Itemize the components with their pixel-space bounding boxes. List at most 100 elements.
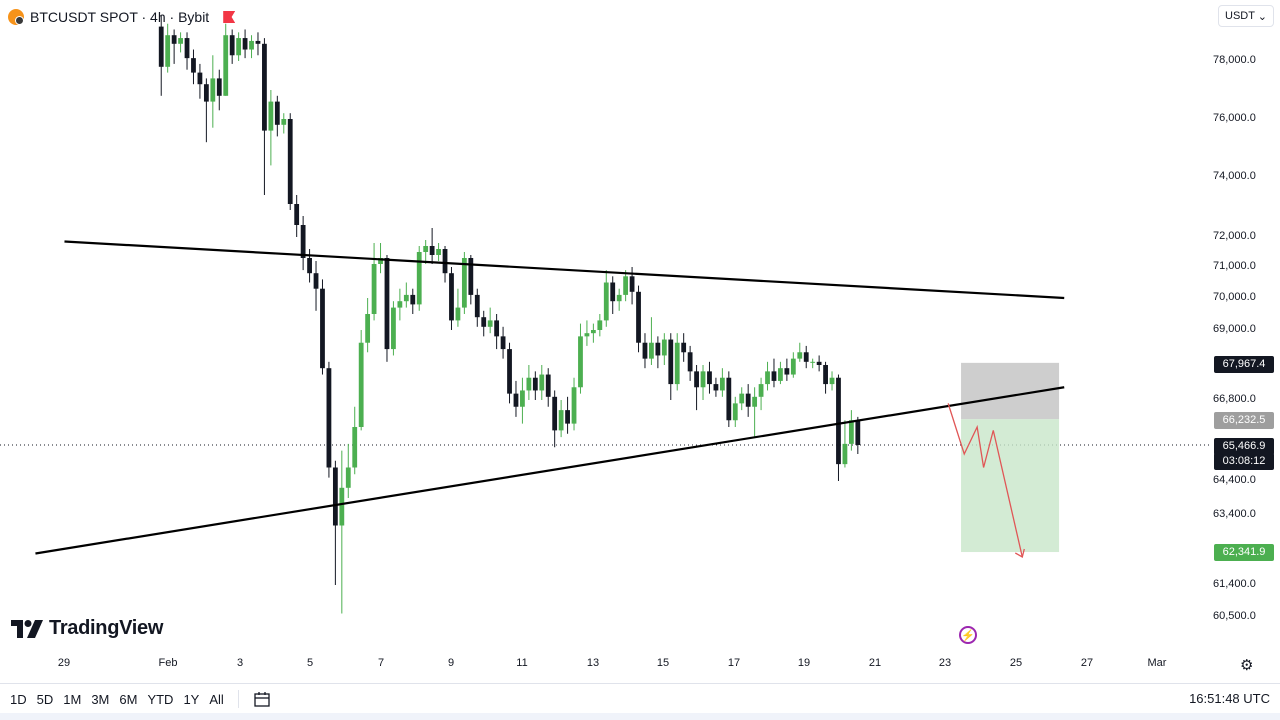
candle-body[interactable]: [687, 352, 693, 372]
candle-body[interactable]: [719, 377, 725, 391]
candle-body[interactable]: [184, 38, 190, 59]
candle-body[interactable]: [552, 396, 558, 431]
range-3m[interactable]: 3M: [91, 691, 110, 707]
candle-body[interactable]: [481, 317, 487, 327]
candle-body[interactable]: [268, 101, 274, 131]
candle-body[interactable]: [855, 420, 861, 445]
candle-body[interactable]: [616, 294, 622, 302]
tradingview-logo[interactable]: TradingView: [11, 617, 163, 640]
candle-body[interactable]: [203, 84, 209, 102]
candle-body[interactable]: [829, 377, 835, 385]
candle-body[interactable]: [649, 342, 654, 359]
candle-body[interactable]: [307, 258, 312, 274]
candle-body[interactable]: [294, 204, 300, 225]
candle-body[interactable]: [765, 371, 770, 385]
candle-body[interactable]: [442, 249, 448, 274]
upper-trendline[interactable]: [64, 240, 1065, 300]
candle-body[interactable]: [668, 339, 674, 385]
candle-body[interactable]: [468, 258, 474, 295]
candle-body[interactable]: [500, 336, 506, 350]
candle-body[interactable]: [403, 294, 409, 302]
candle-body[interactable]: [262, 43, 267, 131]
candle-body[interactable]: [281, 119, 287, 125]
candle-body[interactable]: [629, 276, 635, 292]
candle-body[interactable]: [274, 101, 280, 125]
candle-body[interactable]: [532, 377, 538, 391]
candle-body[interactable]: [771, 371, 777, 381]
utc-clock[interactable]: 16:51:48 UTC: [1189, 691, 1270, 706]
candle-body[interactable]: [384, 258, 390, 350]
candle-body[interactable]: [597, 320, 603, 330]
candle-body[interactable]: [391, 307, 396, 350]
candle-body[interactable]: [436, 249, 441, 255]
candle-body[interactable]: [326, 368, 332, 468]
candle-body[interactable]: [455, 307, 461, 321]
candle-body[interactable]: [655, 342, 661, 356]
candle-body[interactable]: [416, 252, 422, 305]
candle-body[interactable]: [707, 371, 712, 385]
candle-body[interactable]: [810, 361, 816, 363]
candle-body[interactable]: [313, 273, 319, 289]
range-5d[interactable]: 5D: [36, 691, 54, 707]
candle-body[interactable]: [223, 35, 229, 96]
range-6m[interactable]: 6M: [119, 691, 138, 707]
candle-body[interactable]: [513, 393, 519, 407]
candle-body[interactable]: [545, 374, 551, 397]
candle-body[interactable]: [584, 333, 590, 337]
candle-body[interactable]: [178, 38, 183, 44]
candle-body[interactable]: [803, 352, 809, 362]
red-flag-icon[interactable]: [223, 11, 236, 23]
candle-body[interactable]: [397, 301, 403, 308]
candle-body[interactable]: [642, 342, 648, 359]
candle-body[interactable]: [674, 342, 680, 385]
candle-body[interactable]: [352, 427, 358, 468]
candle-body[interactable]: [539, 374, 545, 391]
candle-body[interactable]: [700, 371, 706, 388]
candle-body[interactable]: [410, 294, 416, 305]
candle-body[interactable]: [197, 72, 203, 85]
candle-body[interactable]: [520, 390, 525, 407]
candle-body[interactable]: [790, 358, 796, 375]
candle-body[interactable]: [423, 246, 429, 252]
candle-body[interactable]: [378, 258, 383, 264]
candle-body[interactable]: [778, 368, 783, 381]
candle-body[interactable]: [487, 320, 493, 327]
lightning-icon[interactable]: ⚡: [959, 626, 977, 644]
range-1d[interactable]: 1D: [10, 691, 27, 707]
candle-body[interactable]: [229, 35, 235, 56]
candle-body[interactable]: [565, 410, 570, 424]
candle-body[interactable]: [681, 342, 687, 353]
candle-body[interactable]: [590, 330, 596, 334]
projection-arrow[interactable]: [947, 403, 1023, 558]
price-chart[interactable]: [0, 0, 1280, 680]
candle-body[interactable]: [842, 443, 848, 465]
candle-body[interactable]: [165, 35, 171, 67]
candle-body[interactable]: [732, 403, 738, 421]
candle-body[interactable]: [797, 352, 803, 359]
candle-body[interactable]: [784, 368, 790, 375]
candle-body[interactable]: [236, 38, 242, 56]
candle-body[interactable]: [661, 339, 667, 356]
candle-body[interactable]: [449, 273, 454, 321]
candle-body[interactable]: [242, 38, 248, 50]
candle-body[interactable]: [191, 58, 196, 73]
candle-body[interactable]: [371, 264, 377, 314]
range-1y[interactable]: 1Y: [183, 691, 200, 707]
candle-body[interactable]: [816, 361, 822, 365]
candle-body[interactable]: [558, 410, 564, 431]
candle-body[interactable]: [578, 336, 583, 388]
range-all[interactable]: All: [209, 691, 224, 707]
candle-body[interactable]: [571, 387, 577, 424]
candle-body[interactable]: [474, 294, 480, 318]
candle-body[interactable]: [823, 365, 828, 385]
candle-body[interactable]: [623, 276, 629, 295]
candle-body[interactable]: [848, 420, 854, 444]
currency-selector[interactable]: USDT ⌄: [1218, 5, 1274, 27]
candle-body[interactable]: [752, 396, 758, 407]
target-zone[interactable]: [961, 419, 1060, 553]
candle-body[interactable]: [758, 384, 764, 397]
candle-body[interactable]: [345, 467, 351, 488]
candle-body[interactable]: [339, 487, 345, 526]
candle-body[interactable]: [365, 314, 371, 343]
range-1m[interactable]: 1M: [63, 691, 82, 707]
